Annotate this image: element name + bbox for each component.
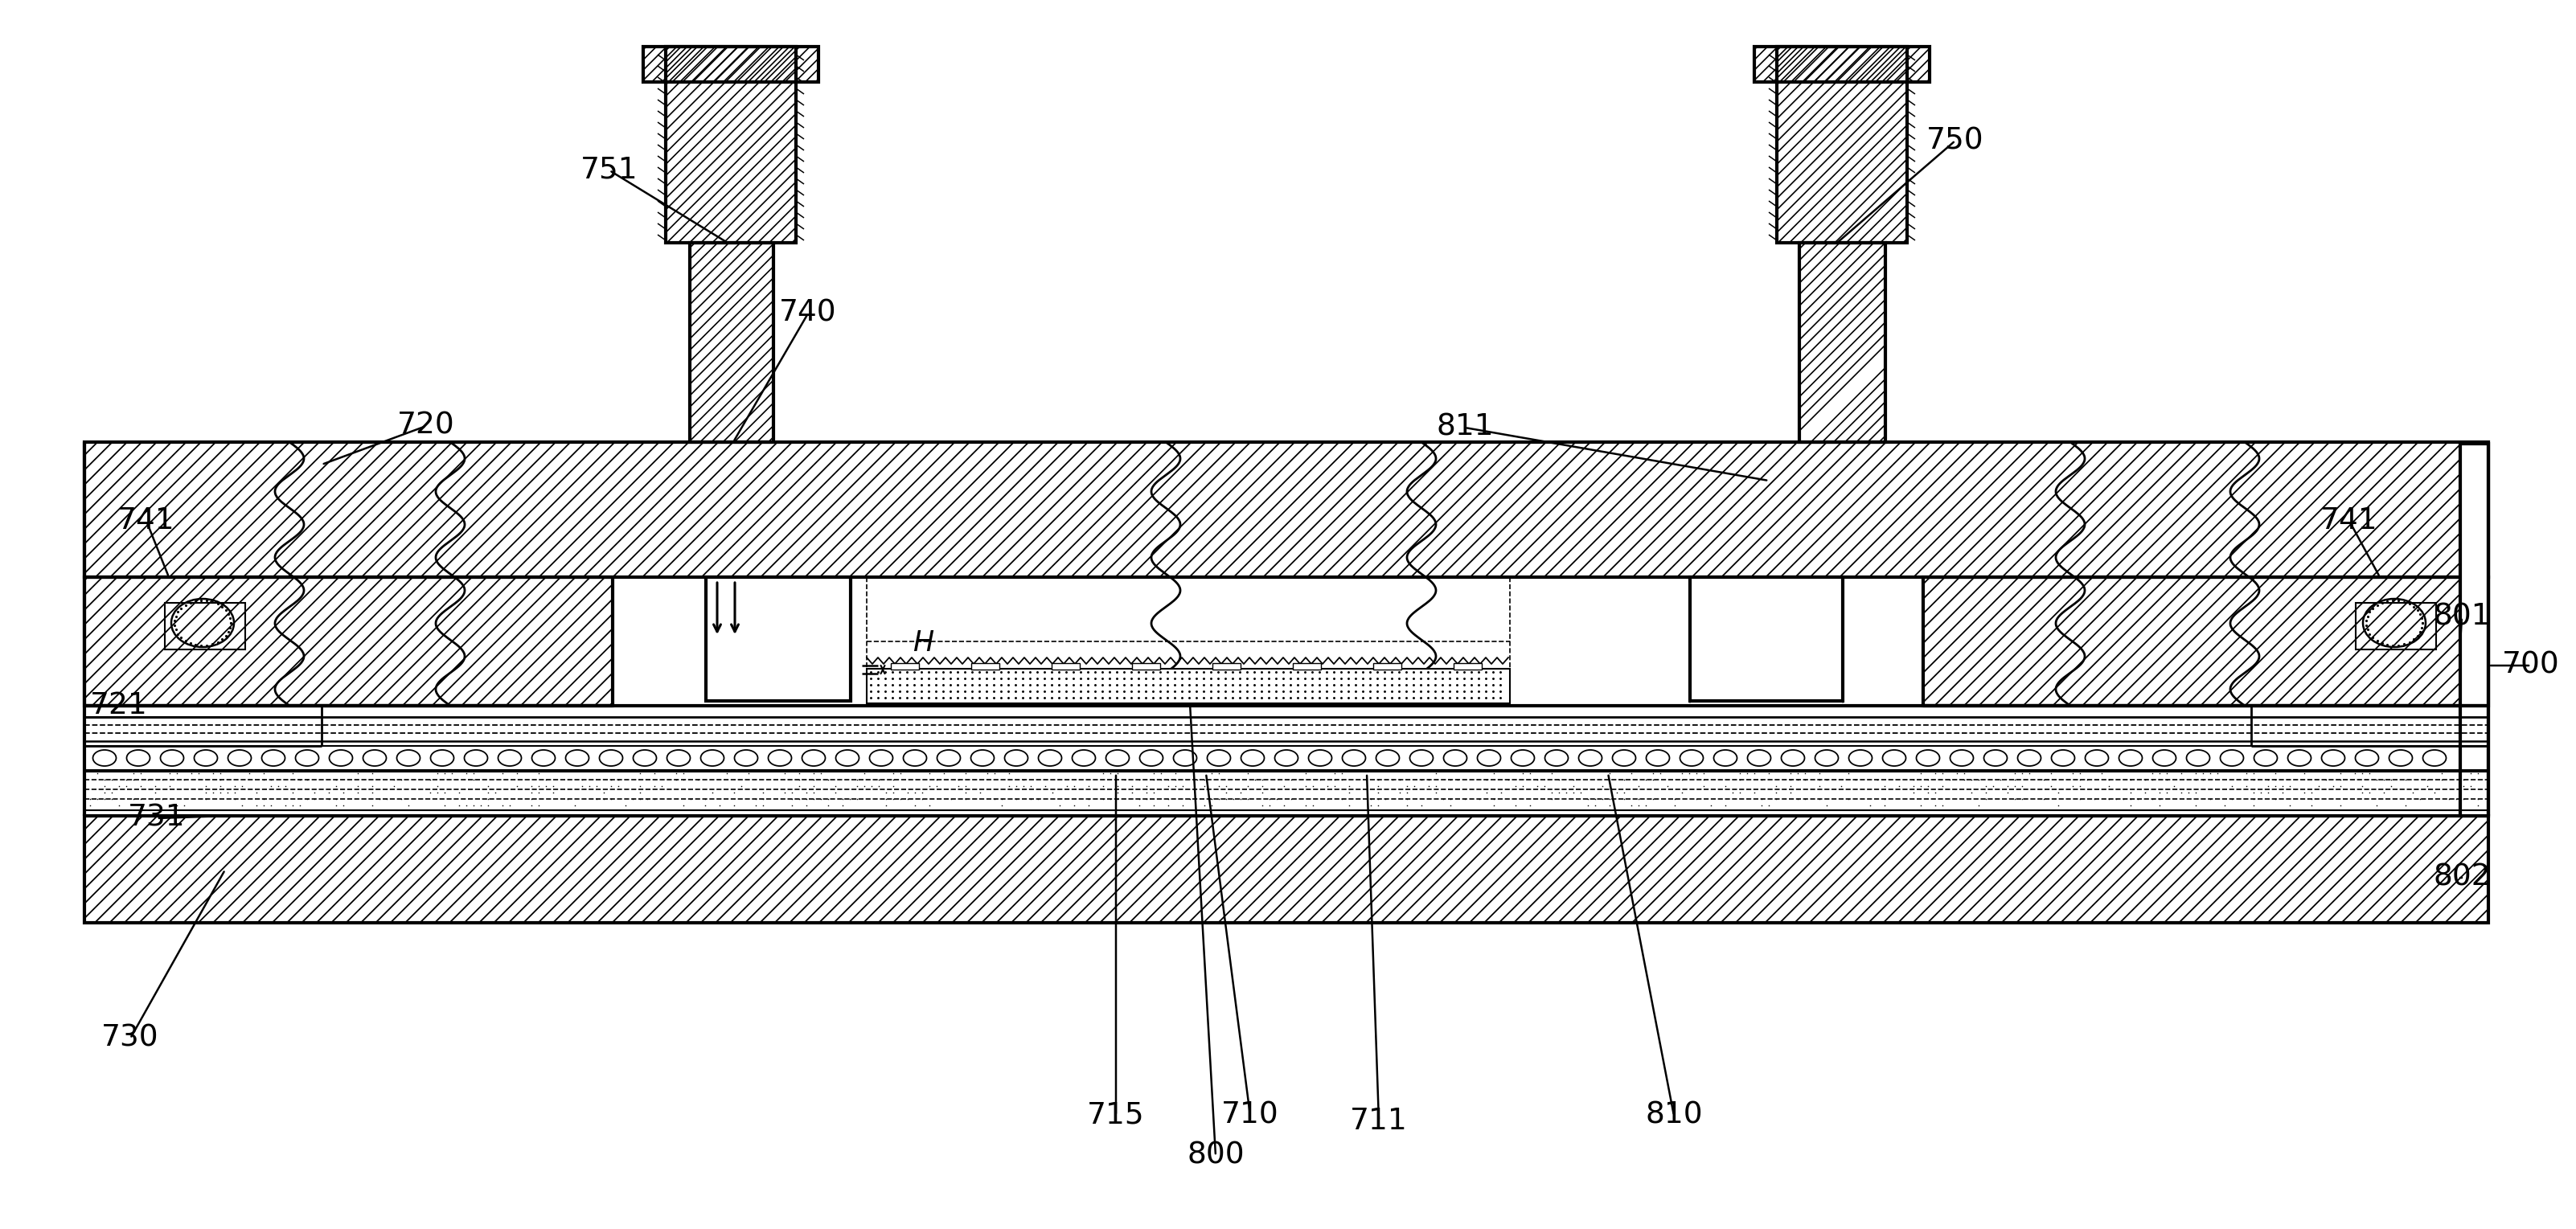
Polygon shape [971,664,999,670]
Polygon shape [1777,47,1906,243]
Polygon shape [85,816,2488,923]
Text: 810: 810 [1643,1101,1703,1131]
Polygon shape [866,669,1510,703]
Text: 721: 721 [90,691,147,720]
Polygon shape [1798,243,1886,442]
Polygon shape [1922,578,2488,705]
Polygon shape [706,578,850,701]
Text: 741: 741 [118,506,175,536]
Text: 730: 730 [100,1024,160,1053]
Text: 750: 750 [1927,127,1984,155]
Text: 720: 720 [397,412,456,440]
Polygon shape [1213,664,1239,670]
Polygon shape [1690,578,1842,701]
Text: 710: 710 [1221,1101,1278,1131]
Polygon shape [891,664,920,670]
Polygon shape [2460,444,2488,816]
Text: 811: 811 [1435,413,1494,442]
Text: 741: 741 [2321,506,2378,536]
Text: 751: 751 [580,156,639,184]
Text: 800: 800 [1188,1142,1244,1170]
Polygon shape [644,47,819,82]
Polygon shape [1373,664,1401,670]
Polygon shape [1051,664,1079,670]
Polygon shape [1131,664,1159,670]
Polygon shape [690,243,773,442]
Polygon shape [1293,664,1321,670]
Text: H: H [912,629,933,656]
Text: 715: 715 [1087,1101,1144,1131]
Text: 711: 711 [1350,1107,1406,1136]
Polygon shape [1754,47,1929,82]
Text: 801: 801 [2432,603,2491,632]
Polygon shape [85,442,2488,578]
Text: 740: 740 [778,299,837,328]
Polygon shape [85,578,613,705]
Text: 731: 731 [129,804,185,833]
Polygon shape [1453,664,1481,670]
Text: 700: 700 [2501,651,2558,680]
Polygon shape [665,47,796,243]
Text: 802: 802 [2432,863,2491,892]
